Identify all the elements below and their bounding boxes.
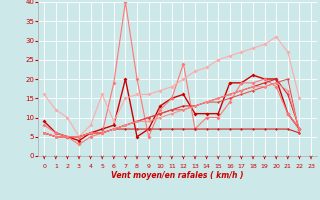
- X-axis label: Vent moyen/en rafales ( km/h ): Vent moyen/en rafales ( km/h ): [111, 171, 244, 180]
